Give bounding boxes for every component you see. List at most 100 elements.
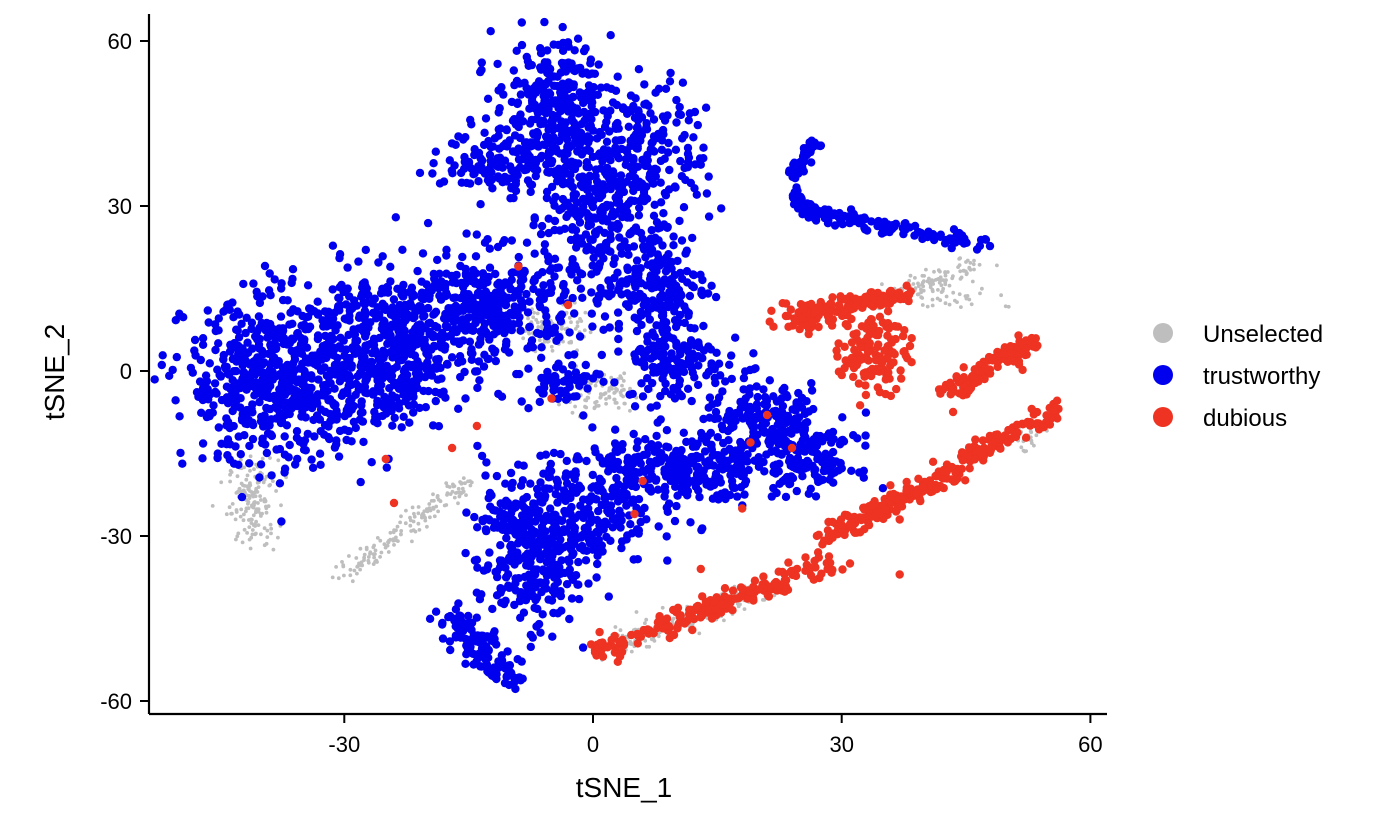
data-point xyxy=(335,342,344,351)
data-point xyxy=(197,408,206,417)
data-point xyxy=(431,332,440,341)
data-point xyxy=(824,453,834,462)
data-point xyxy=(604,397,608,401)
data-point xyxy=(729,411,738,420)
data-point xyxy=(664,138,673,148)
data-point xyxy=(718,387,727,396)
data-point xyxy=(364,545,369,550)
data-point xyxy=(451,301,460,311)
data-point xyxy=(664,499,674,508)
data-point xyxy=(513,500,522,509)
data-point xyxy=(577,373,586,382)
data-point xyxy=(416,505,421,509)
data-point xyxy=(551,490,560,499)
data-point xyxy=(557,556,566,565)
data-point xyxy=(594,404,599,408)
data-point xyxy=(352,568,357,573)
data-point xyxy=(628,408,632,413)
data-point xyxy=(468,326,478,335)
data-point xyxy=(528,98,537,108)
data-point xyxy=(520,266,529,276)
data-point xyxy=(752,382,761,391)
data-point xyxy=(416,521,421,526)
data-point xyxy=(542,571,552,580)
data-point xyxy=(642,194,652,203)
data-point xyxy=(436,337,446,346)
data-point xyxy=(532,115,541,124)
data-point xyxy=(569,320,573,325)
data-point xyxy=(514,252,523,262)
data-point xyxy=(580,116,589,125)
data-point xyxy=(685,476,694,485)
data-point xyxy=(420,515,424,520)
data-point xyxy=(413,266,422,276)
data-point xyxy=(526,630,535,640)
data-point xyxy=(853,434,862,443)
data-point xyxy=(415,403,424,413)
data-point xyxy=(423,218,433,228)
data-point xyxy=(412,511,416,516)
data-point xyxy=(707,460,716,470)
data-point xyxy=(574,510,584,519)
data-point xyxy=(380,301,389,311)
data-point xyxy=(592,573,601,582)
data-point xyxy=(550,573,559,582)
data-point xyxy=(394,384,404,393)
data-point xyxy=(679,203,689,212)
data-point xyxy=(329,334,338,344)
data-point xyxy=(258,292,267,301)
data-point xyxy=(413,529,418,534)
data-point xyxy=(443,332,452,341)
data-point xyxy=(633,437,642,446)
data-point xyxy=(689,459,698,468)
data-point xyxy=(598,157,607,166)
data-point xyxy=(368,550,373,555)
data-point xyxy=(691,160,700,169)
data-point xyxy=(609,483,618,493)
data-point xyxy=(556,449,565,459)
data-point xyxy=(660,188,670,198)
data-point xyxy=(387,320,397,329)
data-point xyxy=(543,46,552,55)
data-point xyxy=(483,94,493,104)
data-point xyxy=(573,276,582,285)
data-point xyxy=(366,555,371,559)
data-point xyxy=(214,423,223,432)
data-point xyxy=(436,509,440,514)
data-point xyxy=(560,568,569,578)
data-point xyxy=(418,249,428,258)
data-point xyxy=(287,278,296,288)
data-point xyxy=(522,554,531,564)
data-point xyxy=(969,302,974,307)
data-point xyxy=(578,643,588,652)
data-point xyxy=(536,628,545,637)
data-point xyxy=(431,147,440,156)
data-point xyxy=(656,342,665,351)
data-point xyxy=(553,482,562,492)
data-point xyxy=(259,385,268,394)
data-point xyxy=(501,479,510,488)
data-point xyxy=(429,282,438,292)
data-point xyxy=(631,223,641,232)
data-point xyxy=(660,468,669,477)
data-point xyxy=(582,546,591,555)
data-point xyxy=(328,241,338,250)
data-point xyxy=(341,563,346,568)
data-point xyxy=(347,394,356,404)
data-point xyxy=(687,281,697,290)
data-point xyxy=(607,84,616,94)
data-point xyxy=(545,339,550,344)
data-point xyxy=(276,458,281,463)
data-point xyxy=(432,498,436,503)
data-point xyxy=(647,644,652,649)
data-point xyxy=(450,161,459,170)
data-point xyxy=(594,506,603,516)
data-point xyxy=(573,234,582,244)
data-point xyxy=(641,435,650,444)
data-point xyxy=(753,392,762,402)
data-point xyxy=(442,290,452,300)
data-point xyxy=(653,250,662,259)
data-point xyxy=(599,377,608,386)
data-point xyxy=(633,315,642,324)
data-point xyxy=(498,238,508,247)
